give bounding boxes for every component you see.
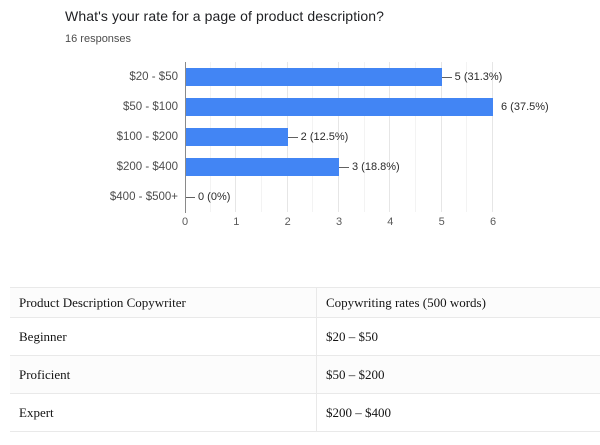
- category-label: $20 - $50: [129, 71, 178, 83]
- label-callout-stem: [441, 76, 452, 78]
- major-gridline: [492, 62, 493, 212]
- x-tick-label: 2: [284, 216, 291, 228]
- bar--200-400: [185, 158, 339, 176]
- bar-value-text: 0 (0%): [198, 191, 231, 203]
- category-label: $50 - $100: [123, 101, 178, 113]
- category-label: $400 - $500+: [109, 191, 178, 203]
- x-tick-label: 1: [233, 216, 240, 228]
- category-label: $100 - $200: [116, 131, 178, 143]
- bar-value-text: 5 (31.3%): [454, 71, 503, 83]
- table-row: Proficient $50 – $200: [10, 355, 600, 394]
- cell-rate-range: $20 – $50: [316, 317, 600, 356]
- bar-value-text: 2 (12.5%): [300, 131, 349, 143]
- bar-chart: 5 (31.3%) 6 (37.5%) 2 (12.5%) 3 (18.8%) 0 (0…: [0, 55, 600, 235]
- rates-table-header: Product Description Copywriter Copywriti…: [10, 287, 600, 318]
- table-header-copywriter: Product Description Copywriter: [10, 287, 317, 318]
- x-tick-label: 4: [387, 216, 394, 228]
- major-gridline: [389, 62, 391, 212]
- table-header-rates: Copywriting rates (500 words): [316, 287, 600, 318]
- cell-copywriter-level: Beginner: [10, 317, 317, 356]
- label-callout-stem: [339, 166, 349, 168]
- table-header-row: Product Description Copywriter Copywriti…: [10, 287, 600, 318]
- minor-gridline: [363, 62, 365, 212]
- cell-rate-range: $200 – $400: [316, 393, 600, 432]
- table-row: Beginner $20 – $50: [10, 317, 600, 356]
- label-callout-stem: [287, 136, 298, 138]
- rates-table-body: Beginner $20 – $50 Proficient $50 – $200 Exp…: [10, 317, 600, 432]
- category-label: $200 - $400: [116, 161, 178, 173]
- bar--100-200: [185, 128, 288, 146]
- x-tick-label: 6: [489, 216, 497, 228]
- label-callout-stem: [185, 196, 195, 198]
- chart-response-count: 16 responses: [65, 33, 132, 45]
- y-axis-line: [185, 62, 186, 213]
- bar-value-text: 6 (37.5%): [501, 101, 549, 113]
- x-tick-label: 5: [438, 216, 445, 228]
- major-gridline: [338, 62, 339, 212]
- bar-value-label: 6 (37.5%): [501, 92, 549, 122]
- table-row: Expert $200 – $400: [10, 393, 600, 432]
- major-gridline: [440, 62, 442, 212]
- chart-plot-area: 5 (31.3%) 6 (37.5%) 2 (12.5%) 3 (18.8%) 0 (0…: [185, 62, 549, 212]
- bar-value-label: 2 (12.5%): [287, 122, 349, 152]
- bar-value-label: 3 (18.8%): [339, 152, 400, 182]
- rates-table: Product Description Copywriter Copywriti…: [10, 287, 600, 432]
- cell-rate-range: $50 – $200: [316, 355, 600, 394]
- bar-value-text: 3 (18.8%): [352, 161, 400, 173]
- minor-gridline: [312, 62, 314, 212]
- x-tick-label: 3: [335, 216, 343, 228]
- minor-gridline: [466, 62, 468, 212]
- bar-value-label: 0 (0%): [185, 182, 230, 212]
- cell-copywriter-level: Expert: [10, 393, 317, 432]
- bar--20-50: [185, 68, 442, 86]
- minor-gridline: [415, 62, 416, 212]
- chart-title: What's your rate for a page of product d…: [65, 8, 385, 24]
- cell-copywriter-level: Proficient: [10, 355, 317, 394]
- bar--50-100: [185, 98, 493, 116]
- bar-value-label: 5 (31.3%): [441, 62, 503, 92]
- x-tick-label: 0: [181, 216, 189, 228]
